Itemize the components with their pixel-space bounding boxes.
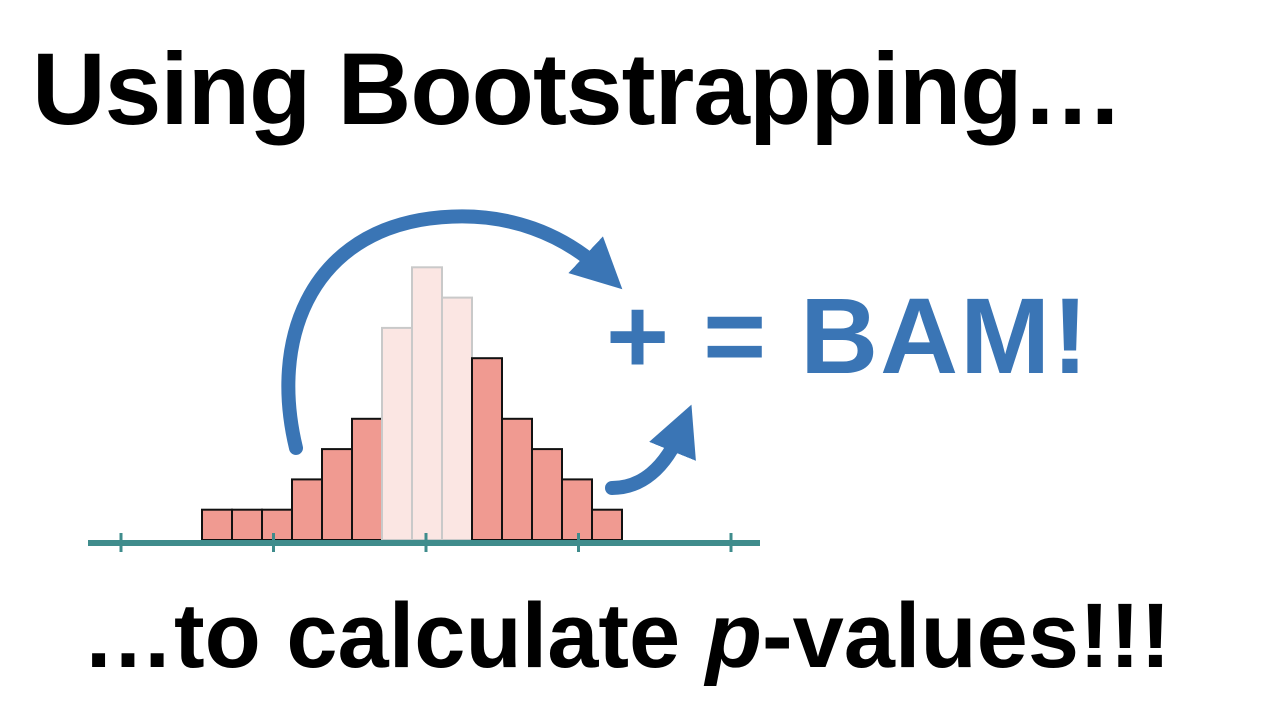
bam-result: + = BAM! [606,275,1091,396]
curved-arrow-icon [281,209,623,455]
histogram-bar [201,508,233,542]
x-axis-ticks [119,533,733,552]
footer-text-after: -values!!! [761,585,1171,687]
histogram-bar [501,417,533,541]
small-curved-arrow-icon [605,404,696,495]
footer-text-italic: p [705,585,762,687]
histogram-bar-highlighted [381,326,413,541]
histogram-bar [351,417,383,541]
histogram-bar-highlighted [441,296,473,541]
histogram-bar [261,508,293,542]
histogram-bar [561,478,593,541]
footer-caption: …to calculate p-values!!! [82,590,1171,682]
footer-text-before: …to calculate [82,585,706,687]
x-axis [88,533,760,552]
histogram-bar-highlighted [411,266,443,541]
histogram-bar [291,478,323,541]
histogram-bar [531,448,563,542]
histogram-bar [321,448,353,542]
histogram-bar [591,508,623,542]
histogram-bar [471,357,503,542]
histogram-bar [231,508,263,542]
histogram-bars [201,266,623,542]
headline: Using Bootstrapping… [32,32,1124,146]
